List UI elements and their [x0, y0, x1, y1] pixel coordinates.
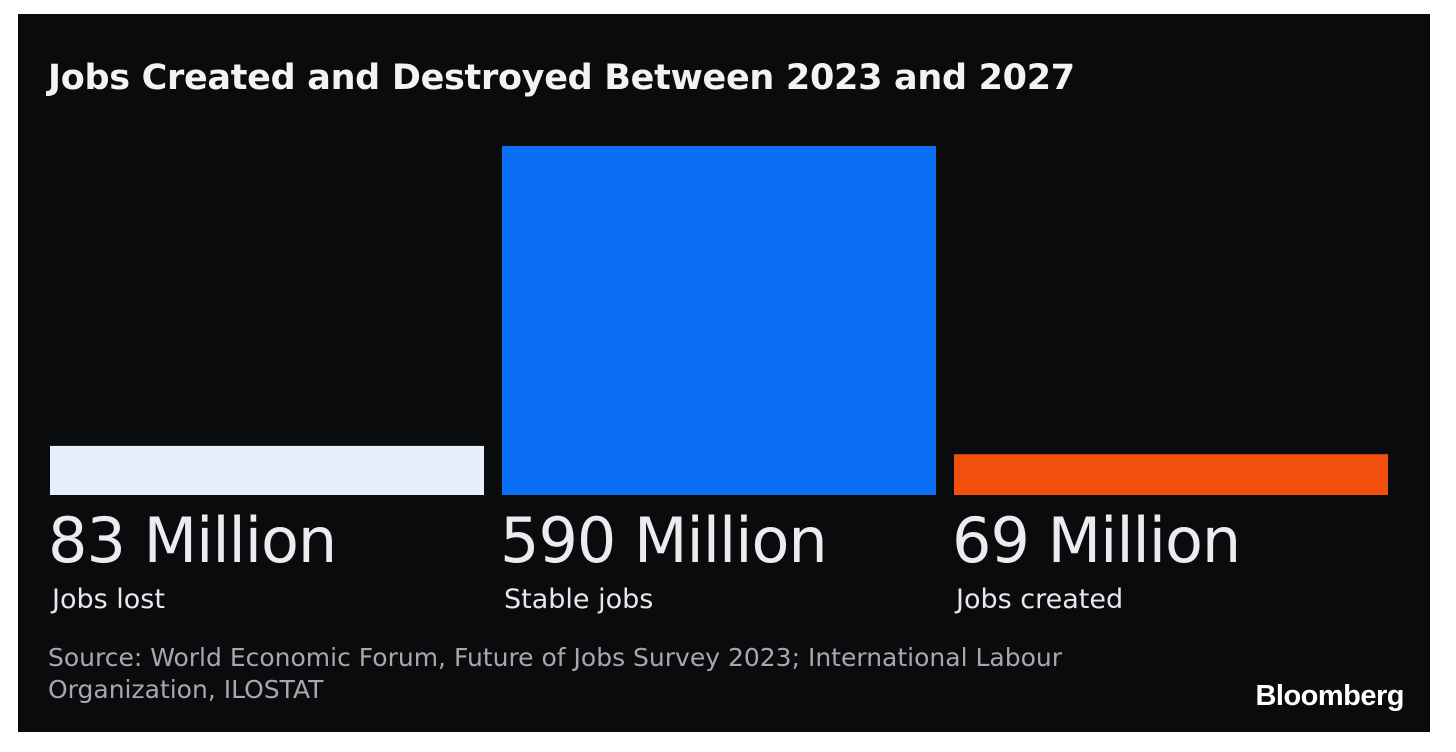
value-label-jobs-created: 69 Million — [952, 504, 1241, 577]
bar-jobs-created — [954, 454, 1388, 495]
category-label-stable-jobs: Stable jobs — [504, 584, 654, 615]
value-label-stable-jobs: 590 Million — [500, 504, 828, 577]
category-label-jobs-lost: Jobs lost — [52, 584, 165, 615]
bar-jobs-lost — [50, 445, 484, 495]
bar-chart — [50, 146, 1388, 495]
chart-frame: Jobs Created and Destroyed Between 2023 … — [18, 14, 1430, 732]
value-label-jobs-lost: 83 Million — [48, 504, 337, 577]
chart-title: Jobs Created and Destroyed Between 2023 … — [48, 58, 1075, 98]
bloomberg-logo: Bloomberg — [1255, 680, 1404, 712]
bar-stable-jobs — [502, 146, 936, 495]
category-label-jobs-created: Jobs created — [956, 584, 1124, 615]
source-note: Source: World Economic Forum, Future of … — [48, 643, 1063, 704]
